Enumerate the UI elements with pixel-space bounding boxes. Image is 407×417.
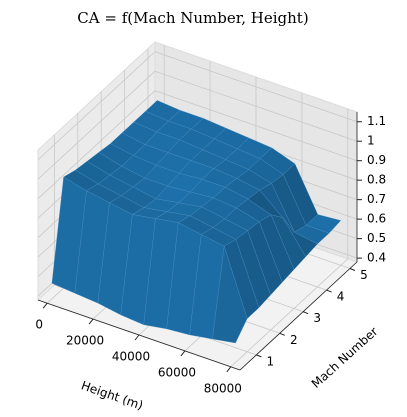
z-tick-label: 0.8 [367,173,386,187]
z-tick-label: 0.5 [367,231,386,245]
y-tick [256,354,262,358]
y-tick-label: 1 [267,354,275,368]
y-tick-label: 4 [337,290,345,304]
x-tick [42,302,48,309]
grid-line [230,258,349,368]
z-tick-label: 0.4 [367,251,386,265]
grid-line [154,90,358,162]
y-tick [349,268,356,271]
y-tick [302,311,309,315]
x-tick-label: 40000 [112,350,150,364]
grid-line [37,70,156,180]
chart-title: CA = f(Mach Number, Height) [77,9,308,27]
x-tick-label: 0 [35,318,43,332]
grid-line [154,70,358,142]
x-tick [180,350,186,357]
x-axis-label: Height (m) [79,378,145,412]
grid-line [37,51,156,161]
x-tick [88,318,94,325]
z-tick-label: 0.6 [367,212,386,226]
grid-line [154,51,358,123]
grid-line [37,90,156,199]
y-axis-label: Mach Number [309,324,381,391]
z-tick-label: 0.9 [367,153,386,167]
x-tick [226,366,232,373]
z-tick-label: 1 [367,134,375,148]
y-tick-label: 2 [290,333,298,347]
surface-patch [212,246,248,344]
x-tick [134,334,140,341]
y-tick-label: 3 [313,311,321,325]
axis-line [239,261,358,371]
y-tick-label: 5 [360,268,368,282]
z-tick-label: 1.1 [367,114,386,128]
z-tick-label: 0.7 [367,192,386,206]
y-tick [326,289,332,293]
x-tick-label: 60000 [158,365,196,379]
x-tick-label: 20000 [66,334,104,348]
y-tick [279,332,285,336]
x-tick-label: 80000 [204,381,242,395]
